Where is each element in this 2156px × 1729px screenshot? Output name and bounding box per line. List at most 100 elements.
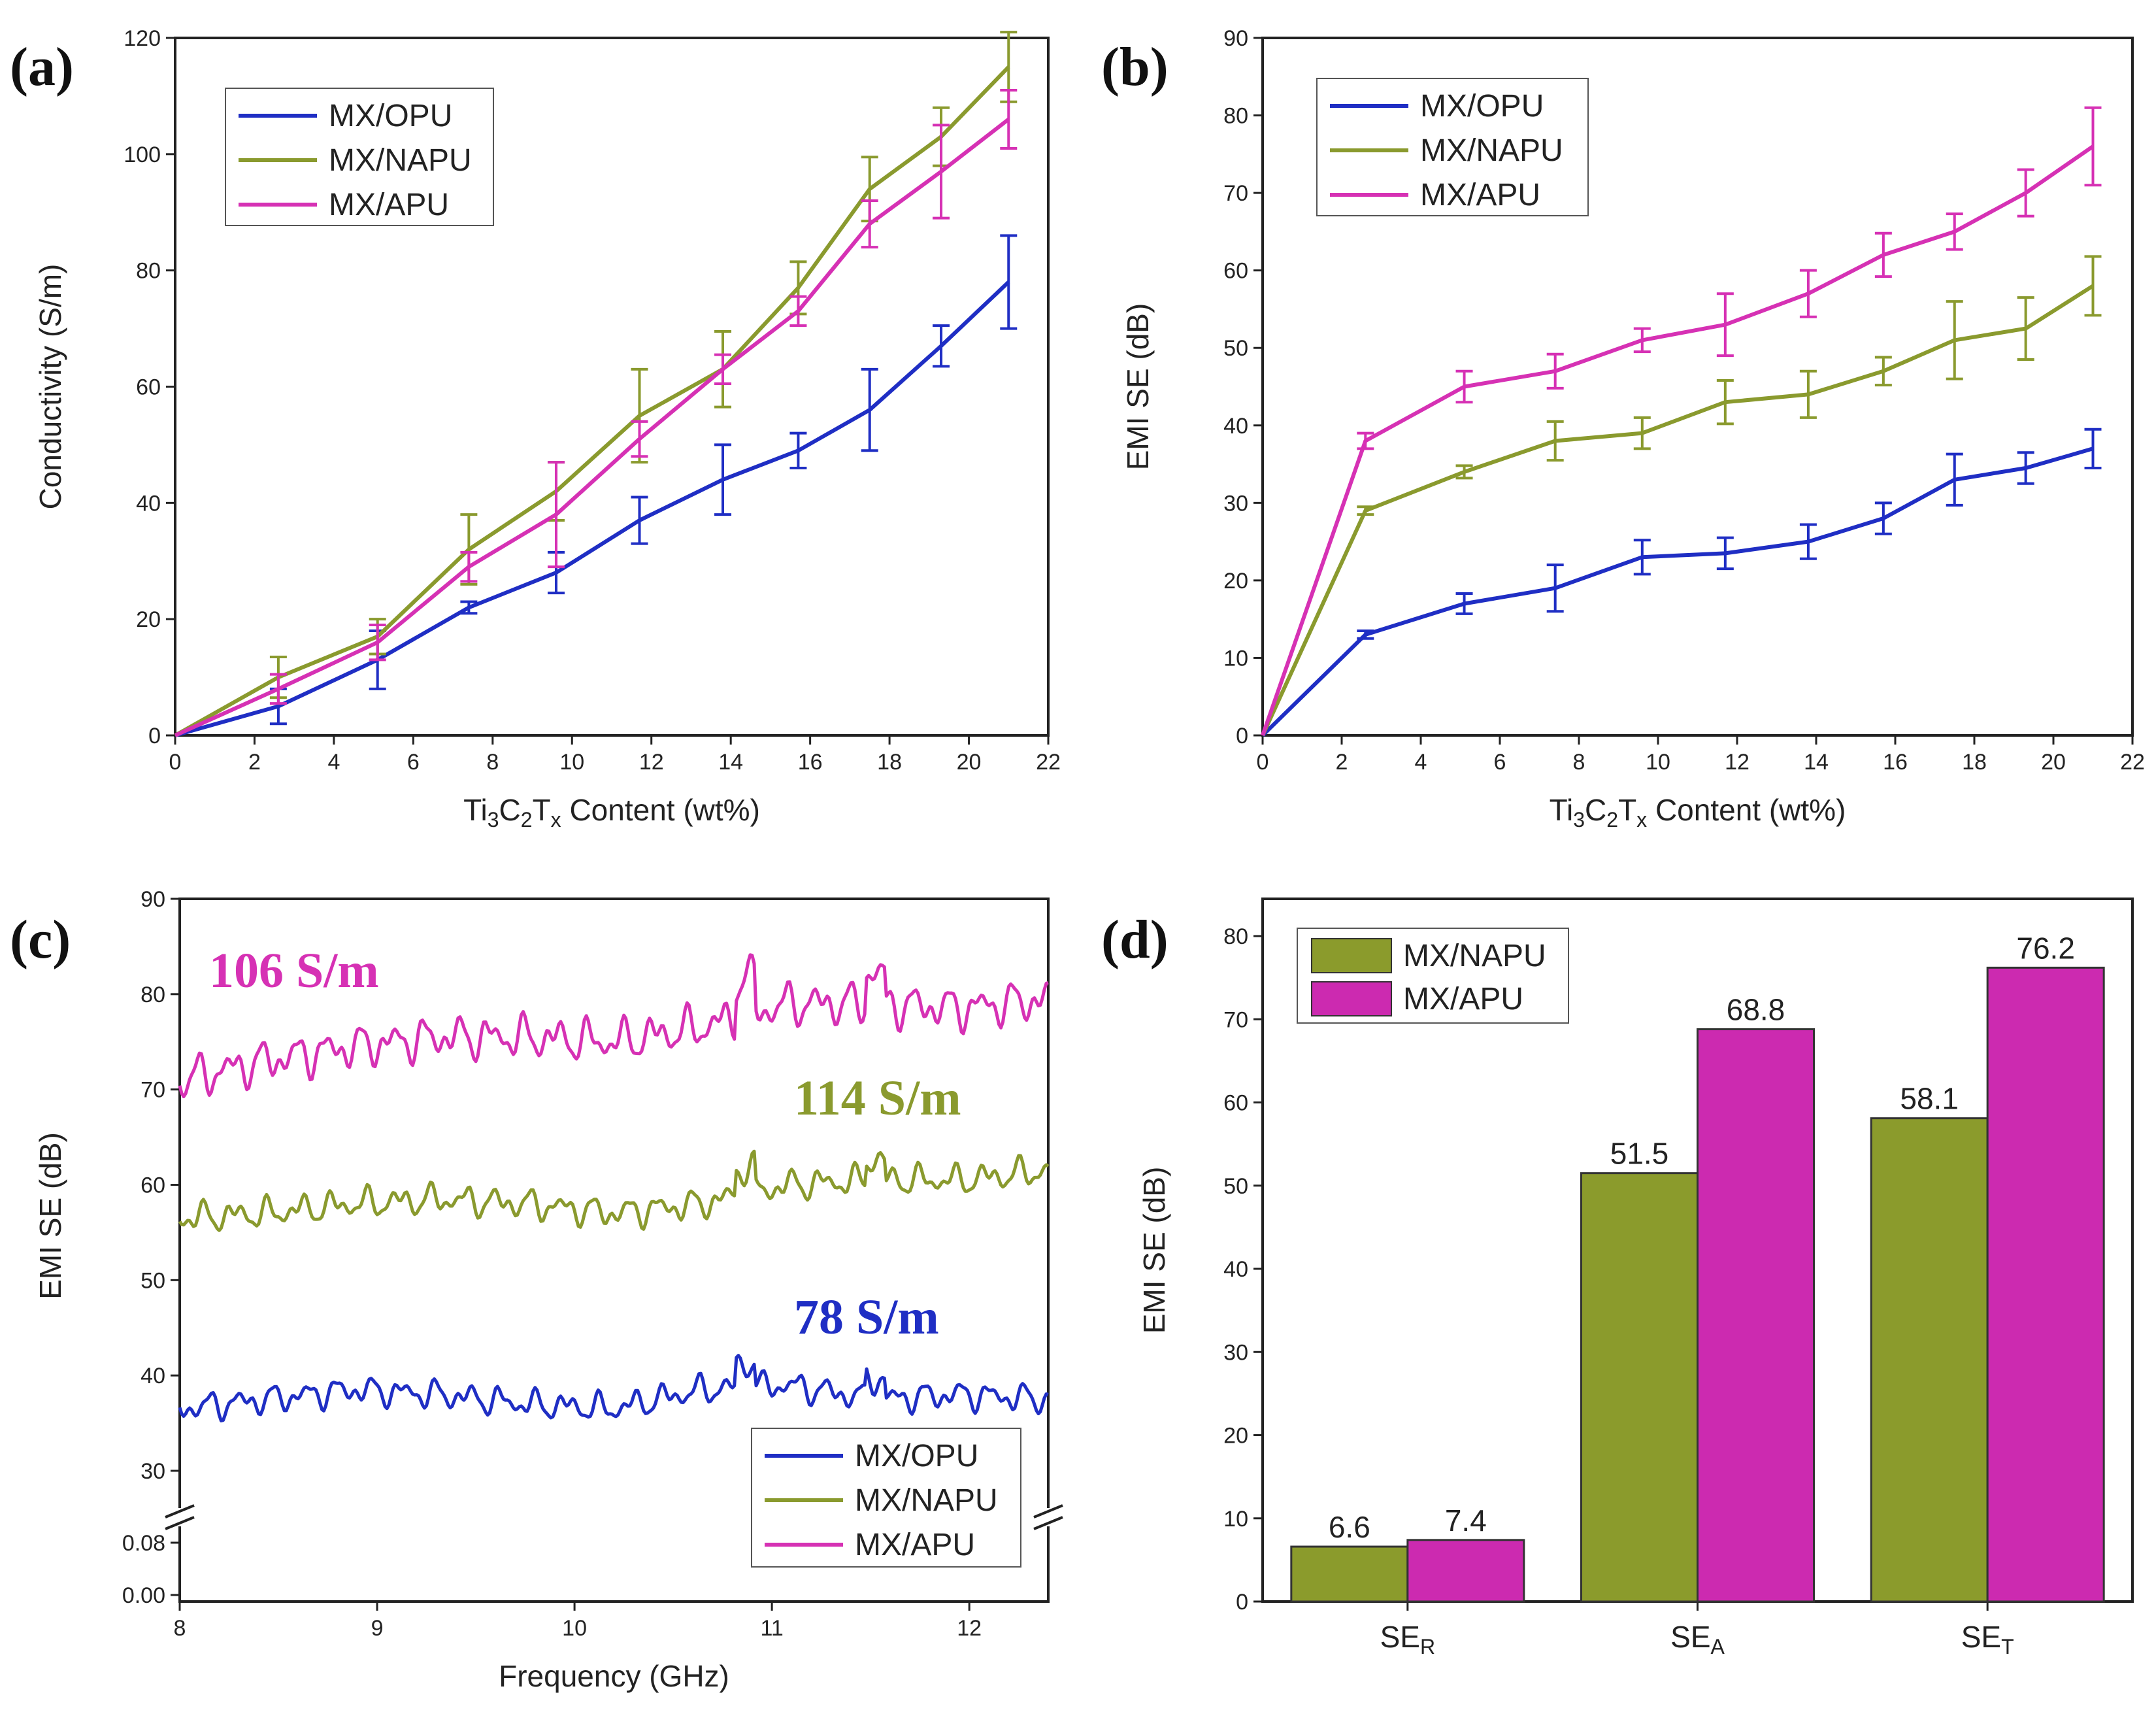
error-bar xyxy=(547,461,565,569)
x-axis-label: Ti3C2Tx Content (wt%) xyxy=(1550,793,1846,831)
x-tick-label: 2 xyxy=(1336,750,1348,775)
x-axis-label-part: Ti xyxy=(463,793,488,827)
x-tick-label: 6 xyxy=(407,750,420,775)
series-line-MX/APU xyxy=(178,953,1049,1099)
panel-c-emi-se-frequency-chart: 8 9 10 11 12 30 40 50 60 70 80 90 0.00 0.08 Frequency … xyxy=(10,887,1063,1693)
x-tick-label: 11 xyxy=(760,1616,783,1641)
y-tick-label: 80 xyxy=(136,259,161,284)
error-bar xyxy=(789,295,807,327)
error-bar xyxy=(2084,106,2102,187)
panel-b-emi-se-content-chart: 0 2 4 6 8 10 12 14 16 18 20 22 0 10 20 30 40 50 60 70 80 90 Ti… xyxy=(1101,26,2145,831)
x-tick-label: 8 xyxy=(1573,750,1585,775)
legend-label: MX/APU xyxy=(329,188,449,222)
error-bar xyxy=(1946,212,1963,251)
x-tick-label: 4 xyxy=(1415,750,1427,775)
error-bar xyxy=(1455,464,1473,480)
y-tick-label: 80 xyxy=(1223,104,1248,129)
error-bar xyxy=(1357,629,1374,640)
x-category-label-part: SE xyxy=(1670,1620,1710,1654)
error-bar xyxy=(1633,539,1651,576)
legend-label: MX/OPU xyxy=(855,1439,978,1473)
error-bar xyxy=(1716,292,1734,358)
y-tick-label: 90 xyxy=(1223,26,1248,51)
x-tick-label: 22 xyxy=(1036,750,1061,775)
error-bar xyxy=(1799,369,1817,419)
y-tick-label: 60 xyxy=(1223,1091,1248,1116)
bar-value-label: 6.6 xyxy=(1329,1510,1370,1544)
axis-break-mark xyxy=(1033,1504,1063,1519)
legend-label: MX/APU xyxy=(1420,178,1540,212)
y-tick-label: 30 xyxy=(1223,1340,1248,1365)
legend: MX/OPU MX/NAPU MX/APU xyxy=(751,1428,1021,1568)
y-tick-label: 40 xyxy=(1223,414,1248,439)
x-tick-label: 14 xyxy=(718,750,743,775)
x-category-label-part: SE xyxy=(1961,1620,2001,1654)
x-axis-label-part: C xyxy=(499,793,521,827)
y-tick-label: 20 xyxy=(1223,569,1248,594)
y-tick-label: 60 xyxy=(141,1173,165,1198)
plot-frame xyxy=(178,898,1050,1603)
error-bar xyxy=(1455,369,1473,404)
y-tick-label: 90 xyxy=(141,887,165,912)
x-category-label-part: SE xyxy=(1380,1620,1420,1654)
error-bar xyxy=(1455,592,1473,615)
x-category-label: SEA xyxy=(1670,1620,1725,1658)
bar-value-label: 58.1 xyxy=(1900,1082,1959,1116)
y-tick-label: 50 xyxy=(141,1268,165,1293)
error-bar xyxy=(1633,416,1651,450)
y-tick-label: 20 xyxy=(136,607,161,632)
error-bar xyxy=(2017,296,2034,361)
error-bar xyxy=(460,550,478,583)
x-tick-label: 8 xyxy=(486,750,499,775)
x-axis-label-part: 3 xyxy=(488,808,499,831)
error-bar xyxy=(1799,523,1817,560)
x-tick-label: 2 xyxy=(248,750,261,775)
error-bar xyxy=(460,600,478,615)
x-axis-label-part: Ti xyxy=(1550,793,1574,827)
y-axis-label: EMI SE (dB) xyxy=(1137,1167,1171,1334)
x-axis-label-part: T xyxy=(533,793,551,827)
y-tick-label: 80 xyxy=(1223,924,1248,949)
error-bar xyxy=(1946,300,1963,380)
y-tick-label: 50 xyxy=(1223,1174,1248,1199)
error-bar xyxy=(2084,428,2102,469)
error-bar xyxy=(933,124,950,220)
y-tick-label: 60 xyxy=(1223,259,1248,284)
x-tick-label: 12 xyxy=(639,750,664,775)
y-tick-label: 70 xyxy=(1223,1007,1248,1032)
error-bar xyxy=(1546,420,1564,462)
y-axis-label: Conductivity (S/m) xyxy=(33,264,67,510)
x-tick-label: 0 xyxy=(1257,750,1269,775)
error-bar xyxy=(631,495,648,545)
y-tick-label-broken: 0.00 xyxy=(122,1583,165,1608)
error-bar xyxy=(1633,327,1651,354)
x-axis-label-part: x xyxy=(1636,808,1647,831)
y-tick-label: 0 xyxy=(1236,1590,1248,1615)
y-tick-label: 30 xyxy=(141,1459,165,1484)
panel-label: (c) xyxy=(10,909,71,970)
bar-value-label: 7.4 xyxy=(1445,1503,1487,1537)
error-bar xyxy=(1716,379,1734,426)
error-bar xyxy=(1546,352,1564,390)
x-category-label-part: R xyxy=(1420,1635,1435,1658)
legend: MX/OPU MX/NAPU MX/APU xyxy=(1316,78,1589,216)
legend-label: MX/APU xyxy=(855,1528,975,1562)
legend-label: MX/APU xyxy=(1403,982,1523,1016)
series-line-MX/APU xyxy=(1261,144,2095,736)
y-tick-label: 40 xyxy=(136,491,161,516)
x-axis-label-part: x xyxy=(551,808,561,831)
series-line-MX/NAPU xyxy=(1261,284,2095,737)
x-tick-label: 10 xyxy=(562,1616,587,1641)
x-tick-label: 9 xyxy=(371,1616,384,1641)
plot-frame xyxy=(1261,37,2134,737)
bar-value-label: 51.5 xyxy=(1610,1137,1669,1171)
error-bar xyxy=(269,673,287,705)
axis-break-mark xyxy=(1033,1516,1063,1530)
x-tick-label: 12 xyxy=(1725,750,1750,775)
x-axis-label: Frequency (GHz) xyxy=(499,1659,729,1693)
x-category-label: SET xyxy=(1961,1620,2014,1658)
bar-MX/APU xyxy=(1406,1539,1525,1603)
error-bar xyxy=(2017,451,2034,485)
axis-break-mark xyxy=(165,1516,195,1530)
